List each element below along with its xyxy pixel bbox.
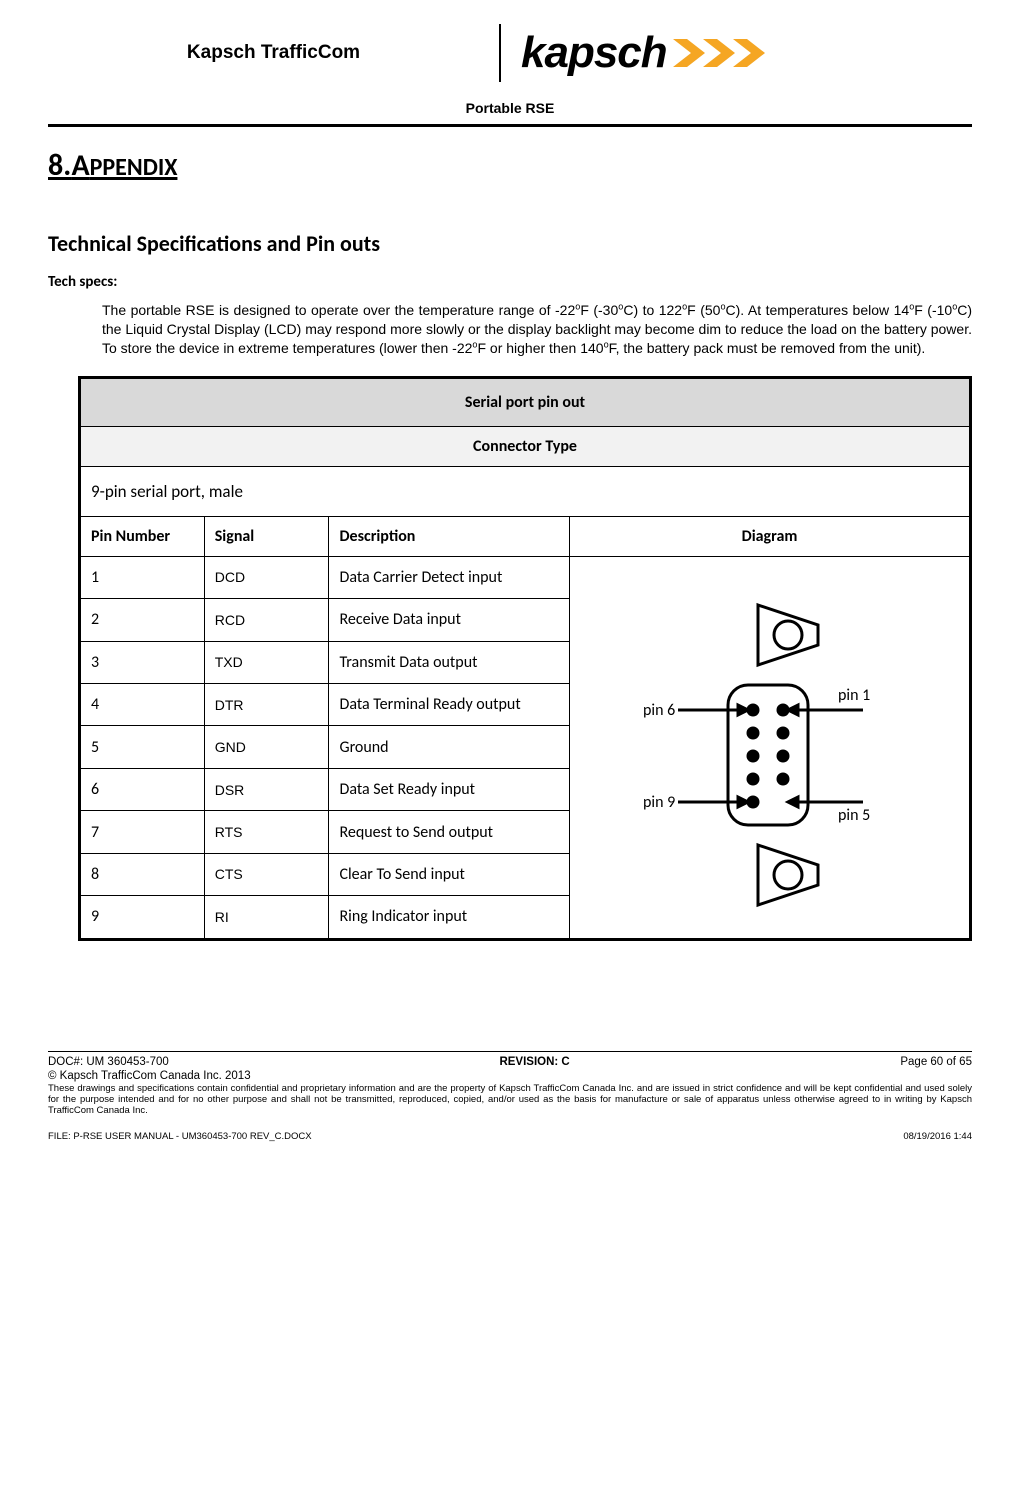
col-desc-header: Description [329,516,570,556]
tech-specs-label: Tech specs: [48,273,972,291]
footer-rule [48,1051,972,1052]
chevrons-icon [673,35,793,71]
pin5-label: pin 5 [838,806,870,825]
kapsch-logo: kapsch [521,28,972,78]
pin6-label: pin 6 [643,701,675,720]
product-subheader: Portable RSE [48,94,972,124]
footer-copyright: © Kapsch TrafficCom Canada Inc. 2013 [48,1070,972,1082]
section-title-first: A [71,147,89,184]
footer-revision: REVISION: C [499,1056,569,1068]
section-title-rest: PPENDIX [90,153,178,182]
logo-text: kapsch [521,28,667,78]
db9-connector-icon: pin 6 pin 9 pin 1 pin 5 [578,565,898,925]
footer-page: Page 60 of 65 [900,1056,972,1068]
table-title: Serial port pin out [80,377,971,426]
subsection-heading: Technical Specifications and Pin outs [48,230,972,257]
col-pin-header: Pin Number [80,516,205,556]
footer-legal: These drawings and specifications contai… [48,1083,972,1117]
footer-file: FILE: P-RSE USER MANUAL - UM360453-700 R… [48,1131,312,1142]
pinout-table: Serial port pin out Connector Type 9-pin… [78,376,972,941]
page-footer: DOC#: UM 360453-700 REVISION: C Page 60 … [48,1051,972,1142]
col-diagram-header: Diagram [570,516,971,556]
page-header: Kapsch TrafficCom kapsch [48,20,972,86]
pin1-label: pin 1 [838,686,870,705]
pin9-label: pin 9 [643,793,675,812]
footer-doc: DOC#: UM 360453-700 [48,1056,169,1068]
table-row: 1 DCD Data Carrier Detect input [80,556,971,598]
section-number: 8. [48,147,71,184]
header-rule [48,124,972,127]
connector-type: 9-pin serial port, male [80,466,971,516]
col-signal-header: Signal [204,516,329,556]
logo-cell: kapsch [501,20,972,86]
connector-diagram: pin 6 pin 9 pin 1 pin 5 [570,556,971,939]
table-subtitle: Connector Type [80,426,971,466]
section-heading: 8.APPENDIX [48,147,972,184]
header-company: Kapsch TrafficCom [48,24,501,82]
footer-date: 08/19/2016 1:44 [903,1131,972,1142]
tech-specs-paragraph: The portable RSE is designed to operate … [102,301,972,358]
